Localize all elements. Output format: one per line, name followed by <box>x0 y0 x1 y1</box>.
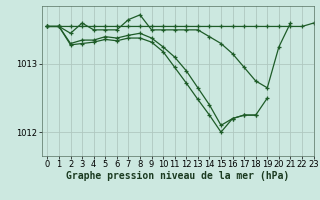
X-axis label: Graphe pression niveau de la mer (hPa): Graphe pression niveau de la mer (hPa) <box>66 171 289 181</box>
